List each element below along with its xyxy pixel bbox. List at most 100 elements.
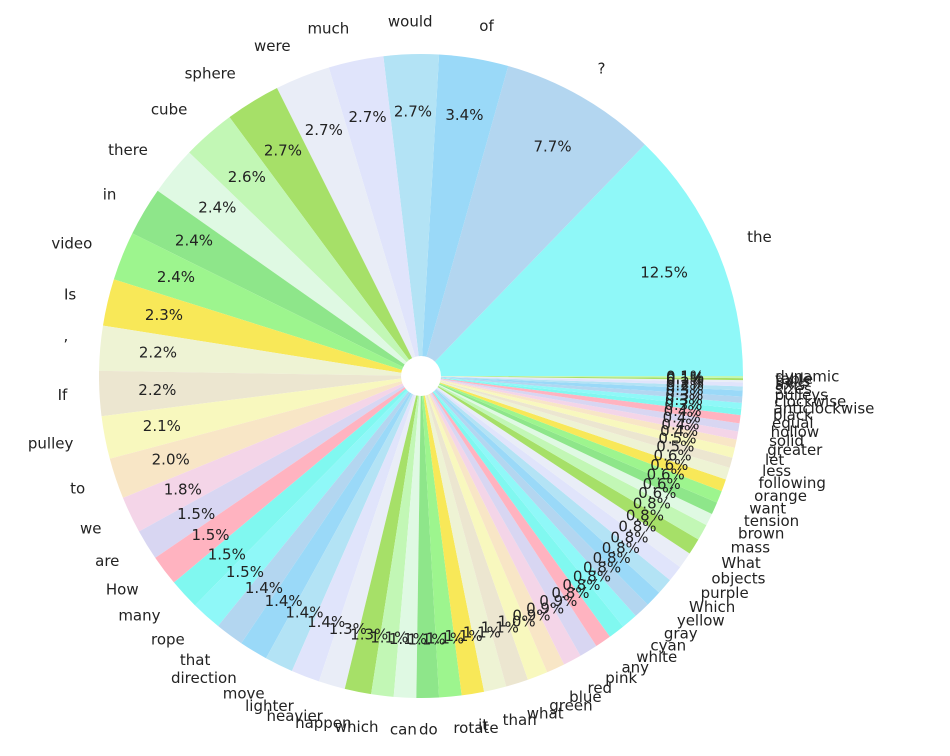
pie [99, 53, 743, 698]
slice [421, 376, 737, 448]
category-label: clockwise [774, 393, 846, 411]
category-label: black [773, 406, 813, 424]
slice [421, 376, 462, 698]
slice [189, 117, 421, 376]
slice [421, 376, 743, 391]
category-label: of [479, 17, 494, 35]
category-label: Is [64, 285, 76, 303]
category-label: cube [151, 100, 188, 118]
slice [421, 376, 743, 397]
category-label: happen [295, 714, 351, 732]
value-label: 2.4% [157, 268, 195, 286]
value-label: 2.7% [349, 108, 387, 126]
slice [113, 233, 421, 376]
value-label: 0.3% [664, 396, 702, 414]
category-label: anticlockwise [774, 399, 875, 417]
category-label: axis [775, 376, 805, 394]
value-label: 2.3% [145, 306, 183, 324]
category-label: there [108, 141, 148, 159]
value-label: 1.0% [498, 613, 536, 631]
slice [383, 53, 440, 376]
value-label: 0.8% [610, 529, 648, 547]
category-label: objects [711, 569, 765, 587]
category-label: Which [689, 598, 735, 616]
value-label: 1.4% [245, 579, 283, 597]
category-label: direction [171, 669, 237, 687]
category-label: can [390, 720, 417, 738]
value-label: 0.9% [512, 606, 550, 624]
value-label: 0.4% [663, 409, 701, 427]
slice [421, 376, 735, 458]
slice [421, 376, 712, 526]
category-label: move [223, 684, 265, 702]
value-label: 1.5% [177, 505, 215, 523]
slice [416, 376, 440, 698]
category-label: many [118, 607, 160, 625]
value-label: 3.4% [445, 106, 483, 124]
value-label: 1.4% [307, 613, 345, 631]
category-label: green [549, 697, 592, 715]
category-label: dynamic [775, 368, 839, 386]
value-label: 0.8% [626, 506, 664, 524]
category-label: what [527, 705, 564, 723]
slice [421, 376, 742, 416]
slice [344, 376, 421, 695]
slice [173, 376, 421, 606]
category-label: heavier [266, 707, 323, 725]
value-label: 0.8% [562, 576, 600, 594]
slice [421, 376, 636, 627]
slice [421, 376, 740, 432]
value-label: 1.8% [164, 480, 202, 498]
value-label: 1.1% [407, 630, 445, 648]
slice [421, 376, 624, 637]
category-label: What [721, 554, 761, 572]
category-label: lighter [245, 697, 294, 715]
value-label: 1.1% [426, 629, 464, 647]
slice [99, 370, 421, 417]
value-label: 2.7% [394, 103, 432, 121]
value-label: 0.5% [656, 438, 694, 456]
category-label: in [103, 186, 117, 204]
slice [421, 66, 645, 376]
slice [421, 376, 528, 687]
slice [132, 190, 422, 376]
value-label: 0.8% [583, 559, 621, 577]
category-label: If [58, 386, 68, 404]
value-label: 1.1% [481, 618, 519, 636]
value-label: 1.3% [350, 625, 388, 643]
value-label: 0.6% [650, 456, 688, 474]
value-label: 0.8% [573, 568, 611, 586]
value-label: 1.5% [208, 545, 246, 563]
category-label: sizes [775, 380, 812, 398]
value-label: 0.8% [633, 495, 671, 513]
slice [421, 376, 726, 492]
value-label: 2.4% [175, 232, 213, 250]
slice [276, 67, 421, 376]
category-label: tension [744, 512, 799, 530]
slice [421, 376, 581, 665]
category-label: blue [569, 688, 601, 706]
slice [421, 376, 743, 379]
value-label: 7.7% [533, 138, 571, 156]
category-label: solid [769, 432, 804, 450]
slice [421, 376, 565, 673]
slice [421, 376, 648, 616]
slice [371, 376, 421, 697]
category-label: would [388, 12, 433, 30]
slice [421, 376, 611, 647]
value-label: 0.4% [660, 422, 698, 440]
category-label: hollow [771, 423, 819, 441]
value-label: 0.3% [665, 386, 703, 404]
slice [122, 376, 422, 532]
slice [229, 88, 421, 376]
slice [421, 54, 509, 376]
slice [421, 376, 722, 503]
slice [421, 376, 707, 540]
value-label: 1.5% [226, 563, 264, 581]
category-label: yellow [677, 611, 725, 629]
value-label: 2.2% [138, 381, 176, 399]
category-label: orange [754, 487, 807, 505]
category-label: equal [772, 414, 814, 432]
value-label: 0.1% [666, 371, 704, 389]
category-label: to [70, 479, 85, 497]
